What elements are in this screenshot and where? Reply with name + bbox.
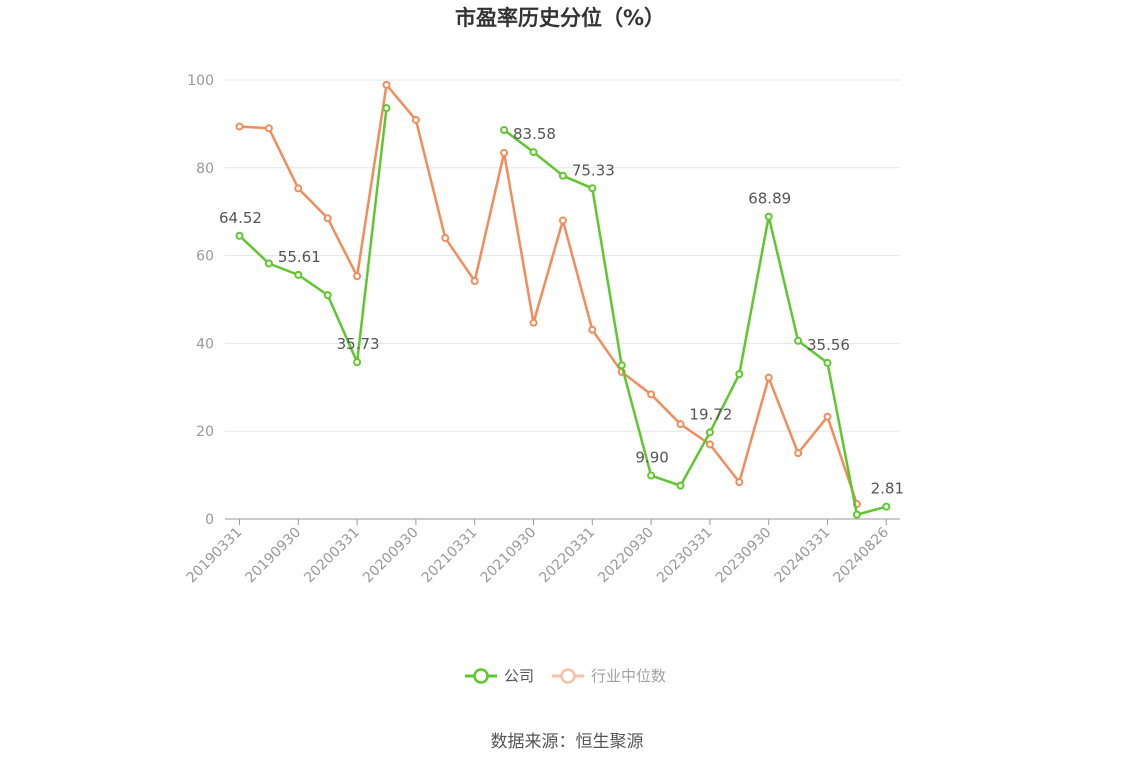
data-point-industry-median[interactable]: [823, 412, 832, 421]
series-lines: [235, 80, 891, 519]
data-point-industry-median[interactable]: [529, 318, 538, 327]
data-point-company[interactable]: [558, 171, 567, 180]
data-label: 9.90: [635, 449, 668, 467]
data-point-industry-median[interactable]: [735, 478, 744, 487]
x-tick-label: 20200930: [360, 525, 422, 587]
data-point-company[interactable]: [676, 481, 685, 490]
y-tick-label: 100: [187, 73, 214, 89]
data-label: 75.33: [572, 161, 615, 179]
series-line-company: [238, 107, 388, 364]
data-point-company[interactable]: [794, 336, 803, 345]
legend-circle-icon: [560, 668, 576, 684]
data-label: 83.58: [513, 125, 556, 143]
data-point-company[interactable]: [500, 126, 509, 135]
data-point-company[interactable]: [882, 502, 891, 511]
y-axis: 0 20 40 60 80 100: [187, 73, 214, 528]
series-line-industry-median: [239, 83, 859, 505]
data-point-company[interactable]: [823, 358, 832, 367]
data-point-industry-median[interactable]: [441, 234, 450, 243]
legend[interactable]: 公司 行业中位数: [465, 667, 666, 685]
data-point-industry-median[interactable]: [470, 277, 479, 286]
data-point-company[interactable]: [294, 270, 303, 279]
x-tick-label: 20190331: [184, 525, 246, 587]
data-label: 35.73: [337, 335, 380, 353]
y-tick-label: 40: [196, 336, 214, 352]
data-point-company[interactable]: [735, 370, 744, 379]
data-point-company[interactable]: [323, 291, 332, 300]
data-point-company[interactable]: [588, 184, 597, 193]
series-line-company: [503, 129, 887, 516]
data-point-industry-median[interactable]: [500, 148, 509, 157]
y-tick-label: 60: [196, 249, 214, 265]
data-point-industry-median[interactable]: [235, 122, 244, 131]
data-point-company[interactable]: [764, 212, 773, 221]
data-point-industry-median[interactable]: [794, 449, 803, 458]
legend-label: 公司: [504, 667, 534, 685]
x-tick-label: 20220930: [595, 525, 657, 587]
x-tick-label: 20210930: [478, 525, 540, 587]
x-tick-label: 20240331: [772, 525, 834, 587]
data-point-industry-median[interactable]: [382, 80, 391, 89]
x-tick-label: 20200331: [301, 525, 363, 587]
legend-circle-icon: [473, 668, 489, 684]
data-point-industry-median[interactable]: [264, 124, 273, 133]
data-point-industry-median[interactable]: [411, 115, 420, 124]
x-tick-label: 20240826: [830, 524, 892, 586]
legend-item-company[interactable]: 公司: [465, 667, 534, 685]
legend-item-industry-median[interactable]: 行业中位数: [552, 667, 666, 685]
data-point-company[interactable]: [617, 361, 626, 370]
x-axis: 2019033120190930202003312020093020210331…: [184, 518, 900, 587]
data-point-company[interactable]: [529, 148, 538, 157]
x-tick-label: 20230930: [713, 525, 775, 587]
data-point-industry-median[interactable]: [588, 325, 597, 334]
data-point-industry-median[interactable]: [323, 214, 332, 223]
y-tick-label: 80: [196, 161, 214, 177]
data-point-industry-median[interactable]: [676, 420, 685, 429]
y-tick-label: 20: [196, 424, 214, 440]
series-company: [235, 104, 891, 519]
data-point-company[interactable]: [647, 471, 656, 480]
data-point-company[interactable]: [852, 510, 861, 519]
chart-title: 市盈率历史分位（%）: [455, 6, 665, 30]
data-label: 19.72: [689, 405, 732, 423]
legend-label: 行业中位数: [591, 667, 666, 685]
x-tick-label: 20230331: [654, 525, 716, 587]
data-point-industry-median[interactable]: [705, 440, 714, 449]
data-point-company[interactable]: [353, 358, 362, 367]
y-tick-label: 0: [205, 512, 214, 528]
data-labels: 64.52 55.61 35.73 83.58 75.33 9.90 19.72 68.89 3…: [219, 125, 904, 498]
x-tick-label: 20190930: [242, 525, 304, 587]
grid-lines: [225, 79, 900, 432]
data-point-industry-median[interactable]: [764, 373, 773, 382]
x-tick-label: 20220331: [536, 525, 598, 587]
data-label: 64.52: [219, 209, 262, 227]
data-point-company[interactable]: [264, 259, 273, 268]
data-label: 55.61: [278, 248, 321, 266]
data-label: 35.56: [807, 336, 850, 354]
data-point-industry-median[interactable]: [294, 184, 303, 193]
data-point-company[interactable]: [382, 104, 391, 113]
data-point-company[interactable]: [705, 428, 714, 437]
data-label: 2.81: [871, 480, 904, 498]
data-source-note: 数据来源：恒生聚源: [491, 732, 644, 752]
data-point-company[interactable]: [235, 231, 244, 240]
data-label: 68.89: [748, 190, 791, 208]
data-point-industry-median[interactable]: [558, 216, 567, 225]
data-point-industry-median[interactable]: [647, 390, 656, 399]
data-point-industry-median[interactable]: [353, 272, 362, 281]
x-tick-label: 20210331: [419, 525, 481, 587]
